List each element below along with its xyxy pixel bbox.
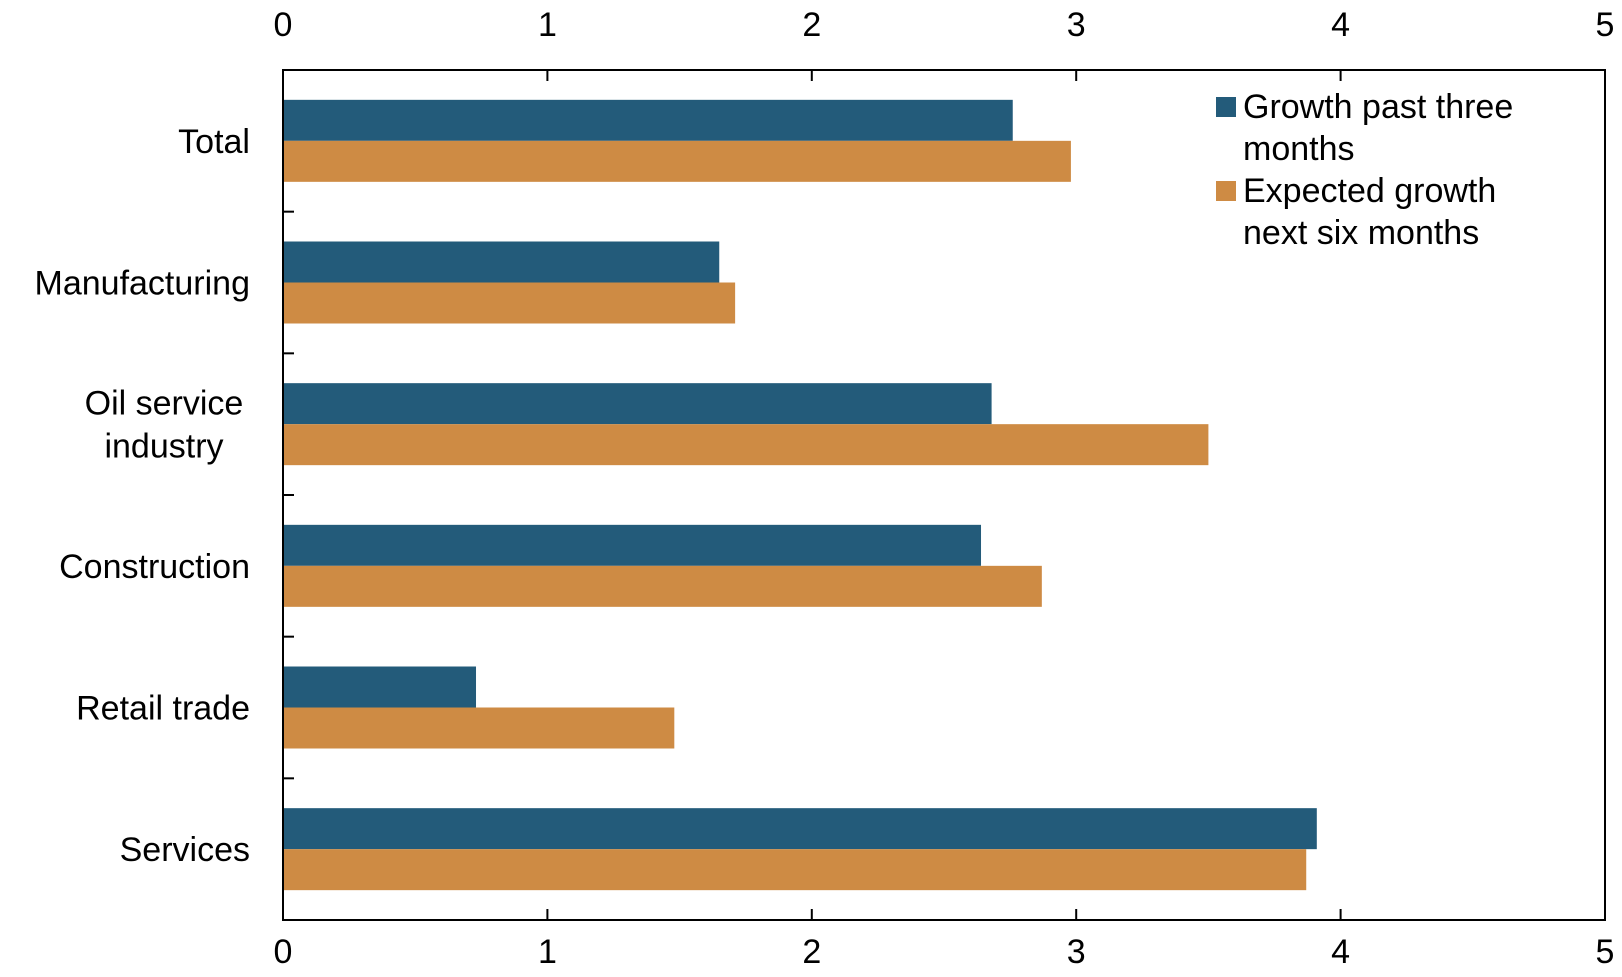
legend-label-line: months (1243, 130, 1355, 168)
bar-series-1-cat-4 (283, 707, 675, 749)
bar-series-0-cat-3 (283, 524, 982, 566)
labels-layer: 0 0 1 1 2 2 3 3 4 4 5 5 Total Manufacturing Oil servic… (35, 6, 1615, 971)
bar-series-1-cat-0 (283, 140, 1071, 182)
x-tick-label-top: 4 (1331, 6, 1350, 44)
bar-series-1-cat-3 (283, 565, 1042, 607)
category-label: Oil service industry (85, 385, 244, 466)
legend-label-0: Growth past three months (1243, 88, 1513, 168)
legend: Growth past three months Expected growth ne… (1216, 88, 1513, 252)
legend-label-line: Growth past three (1243, 88, 1513, 126)
category-label: Construction (59, 548, 250, 586)
bar-series-0-cat-5 (283, 808, 1317, 850)
bar-series-0-cat-2 (283, 383, 992, 425)
category-label: Retail trade (76, 690, 250, 728)
x-tick-label-bottom: 4 (1331, 933, 1350, 971)
bar-series-0-cat-4 (283, 666, 477, 708)
legend-swatch-0 (1216, 97, 1236, 117)
category-label: Total (178, 123, 250, 161)
legend-label-1: Expected growth next six months (1243, 172, 1496, 252)
x-tick-label-bottom: 3 (1067, 933, 1086, 971)
x-tick-label-top: 1 (538, 6, 557, 44)
bar-series-1-cat-5 (283, 849, 1307, 891)
x-tick-label-top: 0 (274, 6, 293, 44)
category-label-line: industry (104, 428, 223, 466)
x-tick-label-top: 2 (802, 6, 821, 44)
bar-series-0-cat-1 (283, 241, 720, 283)
x-tick-label-top: 3 (1067, 6, 1086, 44)
x-tick-label-bottom: 0 (274, 933, 293, 971)
category-label-line: Oil service (85, 385, 244, 423)
bars-layer (283, 99, 1317, 891)
bar-series-0-cat-0 (283, 99, 1013, 141)
category-label: Manufacturing (35, 265, 250, 303)
bar-series-1-cat-2 (283, 424, 1209, 466)
ticks-layer (282, 70, 1606, 920)
x-tick-label-top: 5 (1596, 6, 1615, 44)
legend-label-line: next six months (1243, 214, 1479, 252)
x-tick-label-bottom: 1 (538, 933, 557, 971)
x-tick-label-bottom: 5 (1596, 933, 1615, 971)
x-tick-label-bottom: 2 (802, 933, 821, 971)
category-label: Services (120, 831, 250, 869)
bar-series-1-cat-1 (283, 282, 736, 324)
legend-label-line: Expected growth (1243, 172, 1496, 210)
legend-swatch-1 (1216, 181, 1236, 201)
